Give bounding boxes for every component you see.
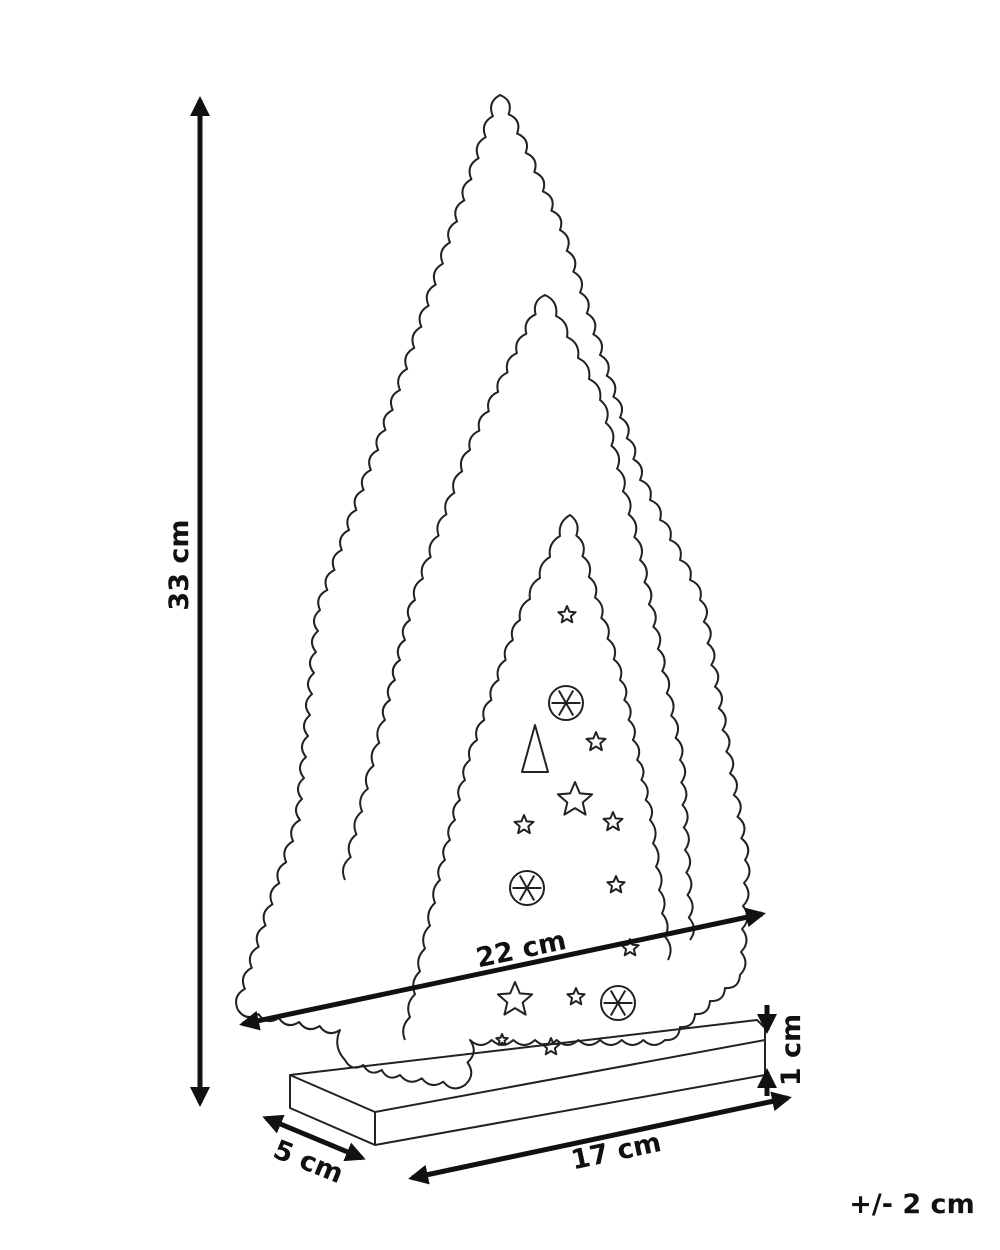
star-cutout bbox=[556, 781, 594, 816]
star-cutout bbox=[566, 987, 586, 1006]
tolerance-label: +/- 2 cm bbox=[849, 1189, 974, 1220]
snowflake-cutout bbox=[509, 870, 545, 906]
outer-tree bbox=[235, 94, 751, 1090]
star-cutout bbox=[557, 605, 577, 624]
star-cutout bbox=[496, 981, 534, 1016]
snowflake-cutout bbox=[548, 685, 584, 721]
base bbox=[289, 1019, 766, 1146]
star-cutout bbox=[495, 1033, 509, 1046]
length-arrow bbox=[408, 1091, 792, 1185]
star-cutout bbox=[513, 814, 535, 835]
middle-tree bbox=[342, 294, 695, 941]
base-height-label: 1 cm bbox=[776, 1014, 807, 1086]
depth-label: 5 cm bbox=[269, 1134, 348, 1190]
mini-tree-cutout bbox=[521, 724, 549, 773]
star-cutout bbox=[602, 811, 624, 832]
star-cutout bbox=[606, 875, 626, 894]
star-cutout bbox=[585, 731, 607, 752]
depth-arrow bbox=[262, 1114, 366, 1162]
height-label: 33 cm bbox=[164, 519, 195, 610]
width-arrow bbox=[239, 907, 766, 1031]
snowflake-cutout bbox=[600, 985, 636, 1021]
inner-tree bbox=[402, 514, 672, 1041]
